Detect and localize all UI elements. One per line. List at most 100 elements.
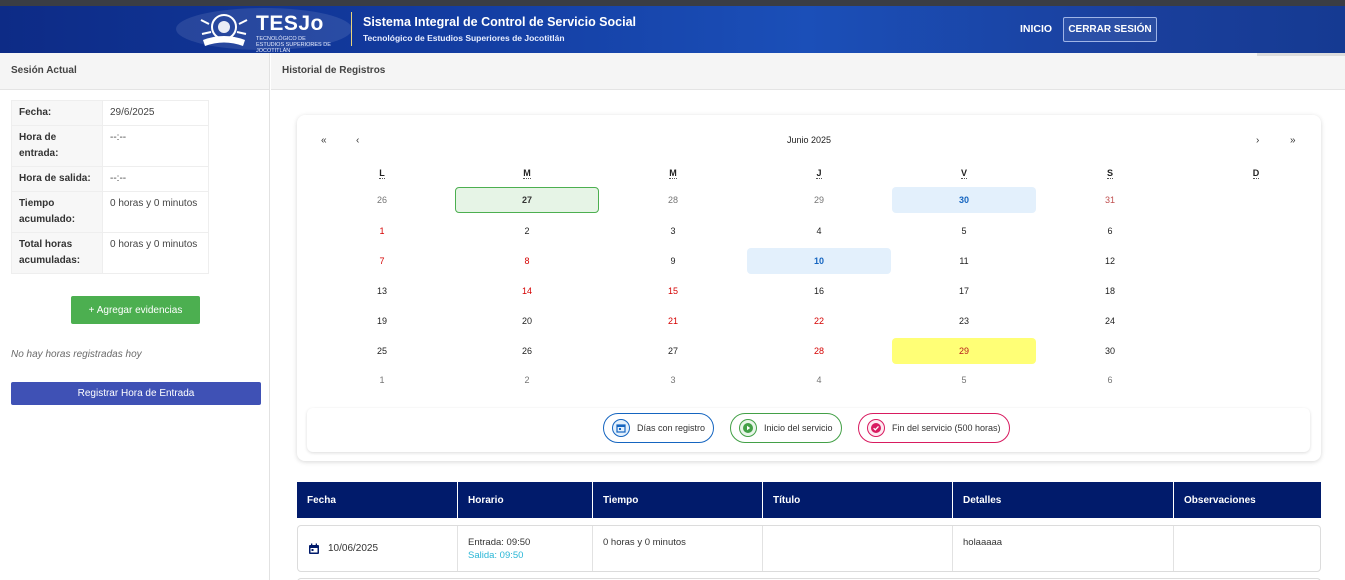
calendar-day[interactable]: 9 <box>670 256 676 266</box>
register-entry-button[interactable]: Registrar Hora de Entrada <box>11 382 261 405</box>
col-tiempo: Tiempo <box>593 482 763 518</box>
calendar-day[interactable]: 16 <box>813 286 824 296</box>
calendar-day[interactable]: 2 <box>524 226 530 236</box>
tesjo-emblem-icon <box>200 14 248 46</box>
calendar-day[interactable]: 21 <box>667 316 678 326</box>
session-heading: Sesión Actual <box>0 53 269 90</box>
col-detalles: Detalles <box>953 482 1174 518</box>
calendar-day[interactable]: 27 <box>667 346 678 356</box>
calendar-day[interactable]: 24 <box>1104 316 1115 326</box>
browser-top-strip <box>0 0 1345 6</box>
app-header: TESJo TECNOLÓGICO DE ESTUDIOS SUPERIORES… <box>0 6 1345 54</box>
calendar-day[interactable]: 11 <box>959 256 969 266</box>
value-salida: --:-- <box>102 166 209 192</box>
calendar-day[interactable]: 15 <box>667 286 678 296</box>
prev-year-button[interactable]: « <box>321 135 327 146</box>
calendar-day[interactable]: 28 <box>813 346 824 356</box>
cell-horario: Entrada: 09:50 Salida: 09:50 <box>458 526 593 571</box>
calendar-day[interactable]: 3 <box>670 375 676 385</box>
value-tiempo: 0 horas y 0 minutos <box>102 191 209 233</box>
calendar-day[interactable] <box>1184 187 1328 213</box>
calendar-day[interactable]: 26 <box>376 195 387 205</box>
calendar-month-label: Junio 2025 <box>786 135 832 145</box>
logo-subtitle: TECNOLÓGICO DE ESTUDIOS SUPERIORES DE JO… <box>256 36 331 54</box>
label-entrada: Hora de entrada: <box>11 125 103 167</box>
entry-time: Entrada: 09:50 <box>468 537 531 548</box>
calendar-day[interactable] <box>1184 338 1328 364</box>
calendar-day[interactable]: 2 <box>524 375 530 385</box>
calendar-day[interactable]: 18 <box>1104 286 1115 296</box>
weekday-label: S <box>1037 168 1183 179</box>
nav-home-link[interactable]: INICIO <box>1020 23 1053 35</box>
legend-registered-days: Días con registro <box>603 413 715 443</box>
calendar-day[interactable]: 26 <box>521 346 532 356</box>
calendar-day[interactable] <box>1184 248 1328 274</box>
session-row-tiempo: Tiempo acumulado: 0 horas y 0 minutos <box>11 191 209 233</box>
session-row-fecha: Fecha: 29/6/2025 <box>11 100 209 126</box>
calendar-day[interactable]: 4 <box>816 226 822 236</box>
calendar-day[interactable]: 25 <box>376 346 387 356</box>
calendar-day[interactable]: 29 <box>813 195 824 205</box>
calendar-day[interactable]: 30 <box>1104 346 1115 356</box>
cell-tiempo: 0 horas y 0 minutos <box>593 526 763 571</box>
prev-month-button[interactable]: ‹ <box>356 135 360 146</box>
calendar-day[interactable] <box>1184 218 1328 244</box>
calendar-day[interactable]: 7 <box>379 256 385 266</box>
calendar-day[interactable]: 1 <box>379 375 385 385</box>
weekday-label: D <box>1183 168 1329 179</box>
col-observaciones: Observaciones <box>1184 495 1256 506</box>
calendar-day[interactable]: 29 <box>892 338 1036 364</box>
cell-observaciones <box>1174 526 1320 571</box>
calendar-day[interactable]: 14 <box>521 286 532 296</box>
calendar-day[interactable]: 20 <box>521 316 532 326</box>
weekday-text: V <box>960 168 967 179</box>
calendar-day[interactable]: 17 <box>958 286 969 296</box>
calendar-day[interactable]: 4 <box>816 375 822 385</box>
weekday-label: V <box>891 168 1037 179</box>
legend-registered-label: Días con registro <box>637 423 706 433</box>
next-month-button[interactable]: › <box>1256 135 1260 146</box>
session-info-table: Fecha: 29/6/2025 Hora de entrada: --:-- … <box>11 100 209 274</box>
add-evidence-button[interactable]: + Agregar evidencias <box>71 296 200 324</box>
cell-fecha: 10/06/2025 <box>298 526 458 571</box>
next-year-button[interactable]: » <box>1290 135 1296 146</box>
calendar-day[interactable]: 30 <box>892 187 1036 213</box>
calendar-day[interactable]: 13 <box>376 286 387 296</box>
calendar-day[interactable]: 8 <box>524 256 530 266</box>
calendar-day[interactable]: 12 <box>1104 256 1115 266</box>
value-total: 0 horas y 0 minutos <box>102 232 209 274</box>
calendar-day[interactable]: 5 <box>961 226 967 236</box>
col-fecha: Fecha <box>297 482 458 518</box>
weekday-text: J <box>816 168 822 179</box>
no-hours-message: No hay horas registradas hoy <box>11 349 142 360</box>
calendar-day[interactable] <box>1184 367 1328 393</box>
logout-button[interactable]: CERRAR SESIÓN <box>1063 17 1157 42</box>
calendar-day[interactable]: 27 <box>455 187 599 213</box>
session-row-entrada: Hora de entrada: --:-- <box>11 125 209 167</box>
calendar-icon <box>612 419 630 437</box>
col-horario: Horario <box>458 482 593 518</box>
weekday-text: M <box>669 168 677 179</box>
weekday-label: L <box>309 168 455 179</box>
calendar-day[interactable]: 28 <box>667 195 678 205</box>
calendar-day[interactable]: 23 <box>958 316 969 326</box>
check-circle-icon <box>867 419 885 437</box>
calendar-day[interactable] <box>1184 308 1328 334</box>
calendar-day[interactable]: 22 <box>813 316 824 326</box>
legend-end-label: Fin del servicio (500 horas) <box>892 423 1001 433</box>
calendar-day[interactable]: 3 <box>670 226 676 236</box>
calendar-day[interactable]: 6 <box>1107 226 1113 236</box>
table-row[interactable]: 10/06/2025 Entrada: 09:50 Salida: 09:50 … <box>297 525 1321 572</box>
calendar-day[interactable]: 19 <box>376 316 387 326</box>
logo-text: TESJo <box>256 12 324 35</box>
calendar-day[interactable]: 1 <box>379 226 385 236</box>
calendar-day[interactable]: 5 <box>961 375 967 385</box>
calendar-day[interactable]: 10 <box>747 248 891 274</box>
calendar-day[interactable]: 6 <box>1107 375 1113 385</box>
calendar-day[interactable] <box>1184 278 1328 304</box>
weekday-text: M <box>523 168 531 179</box>
label-fecha: Fecha: <box>11 100 103 126</box>
legend-service-end: Fin del servicio (500 horas) <box>858 413 1010 443</box>
calendar-day[interactable]: 31 <box>1104 195 1115 205</box>
